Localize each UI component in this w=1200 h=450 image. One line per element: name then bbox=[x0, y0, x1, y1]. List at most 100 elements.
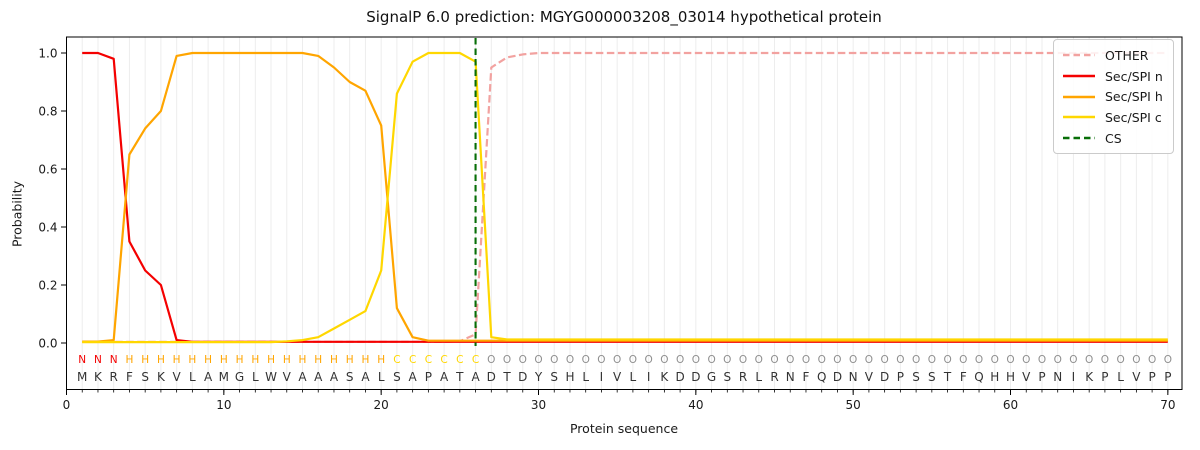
y-tick-label: 0.2 bbox=[38, 278, 57, 292]
region-label: O bbox=[629, 354, 637, 366]
region-label: O bbox=[1054, 354, 1062, 366]
residue-letter: A bbox=[471, 370, 480, 384]
residue-letter: P bbox=[897, 370, 904, 384]
region-label: O bbox=[1006, 354, 1014, 366]
region-label: H bbox=[283, 354, 291, 366]
region-label: O bbox=[692, 354, 700, 366]
residue-letter: G bbox=[235, 370, 244, 384]
legend-item: Sec/SPI c bbox=[1062, 107, 1166, 128]
legend-item: Sec/SPI h bbox=[1062, 86, 1166, 107]
region-label: O bbox=[487, 354, 495, 366]
region-label: H bbox=[125, 354, 133, 366]
region-label: O bbox=[802, 354, 810, 366]
legend-line-swatch bbox=[1063, 74, 1095, 78]
region-label: H bbox=[173, 354, 181, 366]
region-label: O bbox=[1085, 354, 1093, 366]
region-label: O bbox=[959, 354, 967, 366]
region-label: O bbox=[755, 354, 763, 366]
region-label: H bbox=[141, 354, 149, 366]
residue-letter: N bbox=[849, 370, 858, 384]
x-tick-label: 20 bbox=[374, 398, 389, 412]
residue-letter: V bbox=[283, 370, 292, 384]
region-label: C bbox=[440, 354, 447, 366]
region-label: O bbox=[912, 354, 920, 366]
region-label: O bbox=[865, 354, 873, 366]
region-label: O bbox=[1069, 354, 1077, 366]
region-label: H bbox=[361, 354, 369, 366]
region-label: O bbox=[833, 354, 841, 366]
x-tick-label: 30 bbox=[531, 398, 546, 412]
residue-letter: P bbox=[1148, 370, 1155, 384]
residue-letter: I bbox=[600, 370, 604, 384]
residue-letter: Q bbox=[817, 370, 826, 384]
residue-letter: M bbox=[77, 370, 87, 384]
region-label: H bbox=[188, 354, 196, 366]
region-label: O bbox=[896, 354, 904, 366]
residue-letter: L bbox=[1117, 370, 1124, 384]
region-label: O bbox=[676, 354, 684, 366]
region-label: O bbox=[739, 354, 747, 366]
residue-letter: D bbox=[675, 370, 684, 384]
residue-letter: S bbox=[346, 370, 354, 384]
region-label: H bbox=[330, 354, 338, 366]
region-label: H bbox=[204, 354, 212, 366]
residue-letter: L bbox=[630, 370, 637, 384]
series-sec-spi-h bbox=[82, 51, 1168, 343]
region-label: N bbox=[78, 354, 86, 366]
residue-letter: V bbox=[173, 370, 182, 384]
region-label: C bbox=[409, 354, 416, 366]
region-label: O bbox=[991, 354, 999, 366]
residue-letter: S bbox=[141, 370, 149, 384]
residue-letter: V bbox=[1132, 370, 1141, 384]
region-label: N bbox=[110, 354, 118, 366]
residue-letter: K bbox=[94, 370, 103, 384]
legend-label: OTHER bbox=[1105, 47, 1149, 63]
legend: OTHER Sec/SPI n Sec/SPI h Sec/SPI c CS bbox=[1053, 39, 1174, 155]
residue-letter: Q bbox=[974, 370, 983, 384]
legend-label: Sec/SPI n bbox=[1105, 68, 1163, 84]
region-label: O bbox=[550, 354, 558, 366]
residue-letter: I bbox=[1072, 370, 1076, 384]
residue-letter: L bbox=[755, 370, 762, 384]
residue-letter: F bbox=[960, 370, 967, 384]
region-label: H bbox=[220, 354, 228, 366]
x-tick-label: 40 bbox=[688, 398, 703, 412]
legend-line-swatch bbox=[1063, 54, 1095, 57]
region-label: O bbox=[786, 354, 794, 366]
legend-line-swatch bbox=[1063, 116, 1095, 119]
region-label: C bbox=[393, 354, 400, 366]
legend-line-swatch bbox=[1063, 95, 1095, 98]
region-label: O bbox=[1132, 354, 1140, 366]
residue-letter: D bbox=[691, 370, 700, 384]
residue-letter: A bbox=[204, 370, 213, 384]
series-sec-spi-n bbox=[82, 51, 1168, 343]
residue-letter: T bbox=[455, 370, 464, 384]
residue-letter: A bbox=[298, 370, 307, 384]
region-label: O bbox=[613, 354, 621, 366]
region-label: O bbox=[1038, 354, 1046, 366]
x-tick-label: 10 bbox=[216, 398, 231, 412]
residue-letter: R bbox=[110, 370, 118, 384]
region-label: O bbox=[1101, 354, 1109, 366]
residue-letter: D bbox=[487, 370, 496, 384]
x-tick-label: 60 bbox=[1003, 398, 1018, 412]
region-label: O bbox=[1164, 354, 1172, 366]
residue-letter: P bbox=[1101, 370, 1108, 384]
plot-border bbox=[66, 36, 1183, 390]
residue-letter: A bbox=[330, 370, 339, 384]
region-label: O bbox=[1117, 354, 1125, 366]
region-label: O bbox=[1148, 354, 1156, 366]
region-label: H bbox=[314, 354, 322, 366]
residue-letter: L bbox=[189, 370, 196, 384]
y-tick-label: 1.0 bbox=[38, 46, 57, 60]
region-label: O bbox=[519, 354, 527, 366]
y-tick-label: 0.4 bbox=[38, 220, 57, 234]
legend-item: OTHER bbox=[1062, 45, 1166, 66]
residue-letter: D bbox=[518, 370, 527, 384]
x-tick-label: 70 bbox=[1160, 398, 1175, 412]
legend-label: Sec/SPI c bbox=[1105, 109, 1162, 125]
residue-letter: H bbox=[990, 370, 999, 384]
residue-letter: G bbox=[707, 370, 716, 384]
residue-letter: T bbox=[943, 370, 952, 384]
